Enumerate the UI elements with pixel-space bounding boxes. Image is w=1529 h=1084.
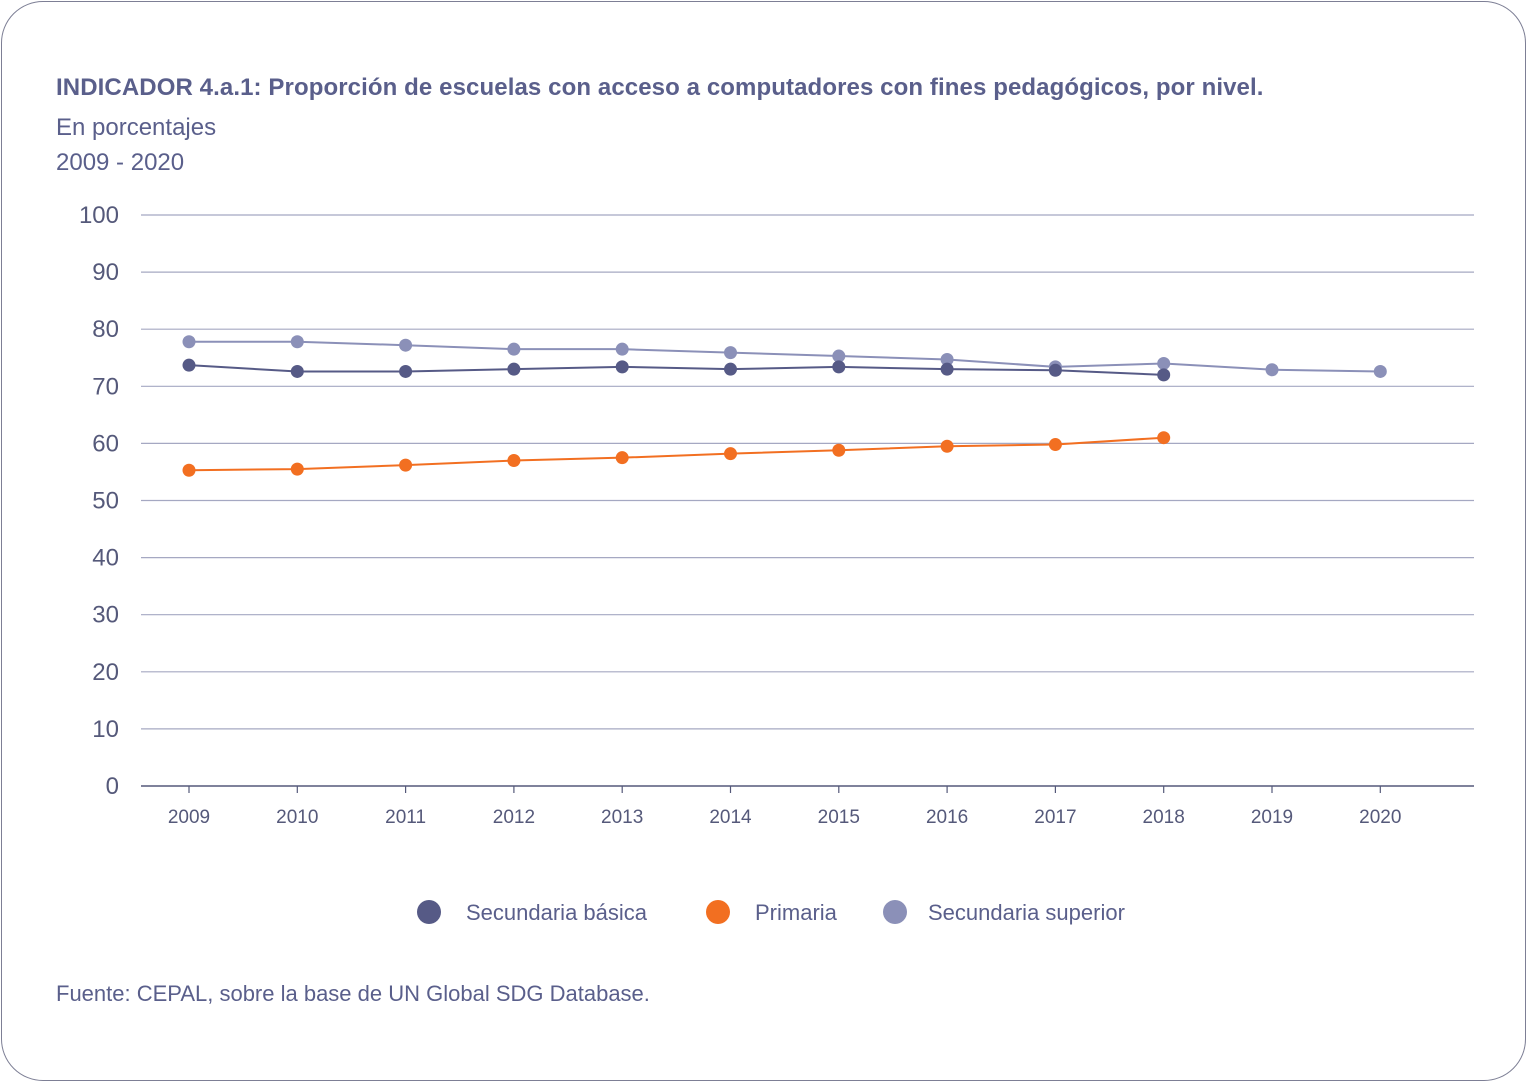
series-line-secundaria-b-sica: [188, 364, 1164, 376]
y-tick-label-60: 60: [92, 430, 119, 457]
x-tick-label-2016: 2016: [926, 807, 968, 828]
legend-marker-primaria: [706, 900, 730, 924]
x-tick-label-2011: 2011: [385, 807, 426, 828]
data-point-secundaria-b-sica-2009: [182, 358, 196, 372]
x-tick-label-2013: 2013: [601, 807, 643, 828]
x-tick-label-2017: 2017: [1034, 807, 1076, 828]
y-tick-label-30: 30: [92, 602, 119, 629]
data-point-secundaria-superior-2018: [1157, 356, 1171, 370]
y-tick-label-80: 80: [92, 316, 119, 343]
data-point-primaria-2015: [832, 443, 846, 457]
x-tick-label-2015: 2015: [818, 807, 860, 828]
data-point-secundaria-b-sica-2011: [399, 364, 413, 378]
data-point-secundaria-superior-2019: [1265, 363, 1279, 377]
x-tick-label-2020: 2020: [1359, 807, 1401, 828]
legend-marker-secundaria-b-sica: [417, 900, 441, 924]
series-line-primaria: [188, 436, 1164, 472]
chart-subtitle-period: 2009 - 2020: [56, 149, 185, 176]
data-point-secundaria-b-sica-2012: [507, 362, 521, 376]
legend-marker-secundaria-superior: [883, 900, 907, 924]
data-point-primaria-2016: [940, 439, 954, 453]
data-point-secundaria-superior-2009: [182, 335, 196, 349]
data-point-secundaria-superior-2014: [724, 346, 737, 360]
data-point-primaria-2014: [724, 447, 737, 461]
data-point-primaria-2010: [290, 462, 304, 476]
x-tick-label-2009: 2009: [168, 807, 210, 828]
data-point-secundaria-superior-2020: [1373, 364, 1387, 378]
data-point-secundaria-superior-2013: [615, 342, 629, 356]
source-note: Fuente: CEPAL, sobre la base de UN Globa…: [56, 981, 650, 1006]
x-tick-label-2012: 2012: [493, 807, 535, 828]
data-point-secundaria-b-sica-2018: [1157, 368, 1171, 382]
data-point-secundaria-b-sica-2010: [290, 364, 304, 378]
data-point-secundaria-b-sica-2013: [615, 360, 629, 374]
y-tick-label-70: 70: [92, 373, 119, 400]
x-tick-label-2018: 2018: [1143, 807, 1185, 828]
legend-label-secundaria-b-sica: Secundaria básica: [466, 900, 648, 925]
y-tick-label-40: 40: [92, 545, 119, 572]
y-tick-label-10: 10: [92, 716, 119, 743]
data-point-secundaria-superior-2016: [940, 352, 954, 366]
data-point-secundaria-superior-2011: [399, 338, 413, 352]
chart-subtitle-units: En porcentajes: [56, 114, 217, 141]
data-point-secundaria-superior-2015: [832, 349, 846, 363]
data-point-primaria-2013: [615, 451, 629, 465]
data-point-secundaria-b-sica-2017: [1048, 363, 1062, 377]
data-point-secundaria-superior-2012: [507, 342, 521, 356]
data-point-primaria-2018: [1157, 431, 1171, 445]
data-point-primaria-2017: [1048, 438, 1062, 452]
y-tick-label-90: 90: [92, 259, 119, 286]
data-point-secundaria-b-sica-2015: [832, 360, 846, 374]
data-point-primaria-2009: [182, 463, 196, 477]
legend-label-primaria: Primaria: [755, 900, 838, 925]
data-point-secundaria-superior-2010: [290, 335, 304, 349]
y-tick-label-0: 0: [106, 773, 119, 800]
data-point-primaria-2012: [507, 454, 521, 468]
x-tick-label-2010: 2010: [276, 807, 318, 828]
y-tick-label-100: 100: [79, 202, 119, 229]
data-point-primaria-2011: [399, 458, 413, 472]
data-point-secundaria-b-sica-2014: [724, 362, 737, 376]
x-tick-label-2019: 2019: [1251, 807, 1293, 828]
x-tick-label-2014: 2014: [709, 807, 752, 828]
chart-title: INDICADOR 4.a.1: Proporción de escuelas …: [56, 74, 1264, 101]
legend-label-secundaria-superior: Secundaria superior: [928, 900, 1125, 925]
series-line-secundaria-superior: [189, 340, 1381, 373]
data-point-secundaria-b-sica-2016: [940, 362, 954, 376]
y-tick-label-20: 20: [92, 659, 119, 686]
y-tick-label-50: 50: [92, 488, 119, 515]
